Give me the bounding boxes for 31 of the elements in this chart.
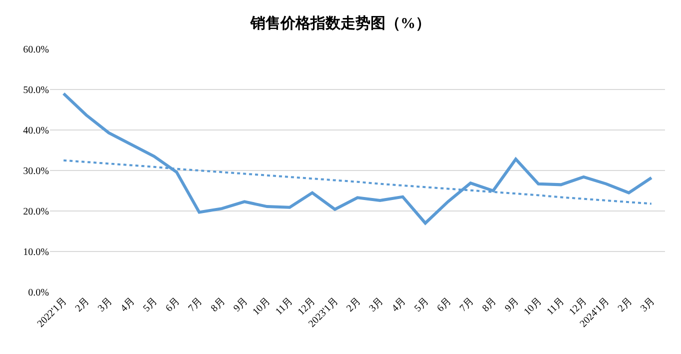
x-tick-label: 8月 (209, 296, 228, 314)
y-tick-label: 20.0% (23, 206, 49, 218)
x-tick-label: 2月 (73, 296, 92, 314)
x-tick-label: 4月 (390, 296, 408, 314)
chart-title: 销售价格指数走势图（%） (250, 15, 430, 32)
x-tick-label: 7月 (186, 296, 205, 314)
x-tick-label: 9月 (503, 296, 522, 314)
x-tick-label: 3月 (367, 296, 386, 314)
y-tick-label: 40.0% (23, 126, 49, 136)
x-tick-label: 3月 (96, 296, 114, 314)
line-series (62, 92, 653, 225)
x-tick-label: 10月 (250, 296, 273, 318)
x-tick-label: 11月 (274, 296, 296, 318)
x-tick-label: 10月 (522, 296, 544, 318)
x-tick-label: 5月 (412, 296, 431, 314)
x-tick-label: 11月 (544, 296, 567, 318)
x-tick-label: 4月 (118, 296, 138, 314)
x-tick-label: 2月 (344, 296, 364, 314)
x-tick-label: 3月 (638, 296, 658, 314)
x-tick-label: 8月 (480, 296, 499, 314)
y-tick-label: 50.0% (23, 85, 49, 96)
y-tick-label: 0.0% (28, 288, 49, 298)
x-tick-label: 9月 (232, 296, 250, 314)
y-tick-label: 10.0% (23, 247, 49, 258)
x-tick-label: 6月 (164, 296, 182, 314)
x-tick-label: 7月 (458, 296, 476, 314)
x-tick-label: 2月 (616, 296, 634, 314)
y-tick-label: 30.0% (23, 166, 49, 177)
x-tick-label: 5月 (141, 296, 160, 314)
y-tick-label: 60.0% (23, 44, 49, 56)
x-tick-label: 6月 (435, 296, 454, 314)
